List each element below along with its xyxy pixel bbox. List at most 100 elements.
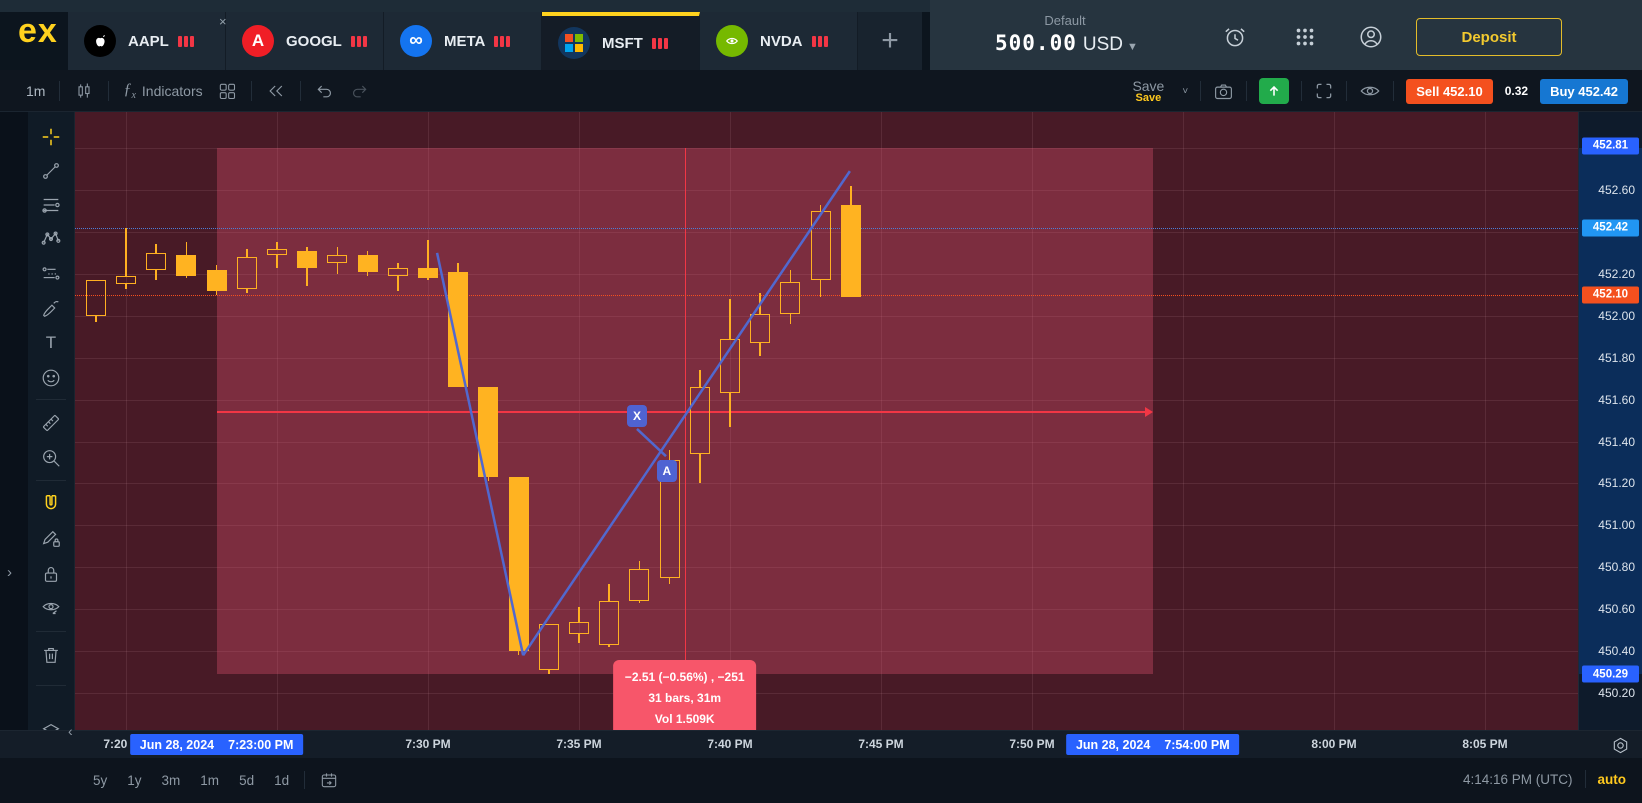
redo-icon[interactable] (349, 81, 369, 101)
divider (299, 81, 301, 101)
measure-volume-line: Vol 1.509K (654, 712, 715, 726)
badge-date: Jun 28, 2024 (1075, 737, 1151, 752)
emoji-icon[interactable] (28, 363, 74, 393)
account-currency: USD (1082, 34, 1123, 55)
alarm-clock-icon[interactable] (1222, 24, 1248, 50)
candle-wick (215, 290, 218, 295)
xabcd-pattern-icon[interactable] (28, 224, 74, 254)
price-tick-label: 450.20 (1598, 686, 1635, 701)
divider (36, 685, 66, 686)
undo-icon[interactable] (315, 81, 335, 101)
account-icon[interactable] (1358, 24, 1384, 50)
sell-button[interactable]: Sell 452.10 (1406, 78, 1493, 104)
divider (1246, 81, 1248, 101)
candle-wick (638, 600, 641, 603)
divider (36, 399, 66, 400)
price-up-button[interactable] (1259, 78, 1290, 104)
candle (176, 254, 197, 276)
tab-label: META (444, 32, 486, 50)
meta-icon: ∞ (400, 25, 432, 57)
draw-lock-icon[interactable] (28, 524, 74, 554)
text-icon[interactable]: T (45, 333, 57, 352)
candle-wick (578, 634, 580, 643)
candle-wick (668, 449, 671, 461)
lock-all-icon[interactable] (28, 559, 74, 589)
fullscreen-icon[interactable] (1314, 81, 1334, 101)
range-5d-button[interactable]: 5d (239, 772, 255, 788)
long-position-icon[interactable] (28, 258, 74, 288)
expand-panel-icon[interactable]: › (7, 564, 12, 581)
divider (1200, 81, 1202, 101)
hide-drawings-icon[interactable] (28, 593, 74, 623)
trend-line-icon[interactable] (28, 156, 74, 186)
zoom-in-icon[interactable] (28, 443, 74, 473)
candle (599, 600, 620, 645)
time-tick-label: 8:00 PM (1311, 737, 1357, 751)
candle-wick (155, 244, 157, 253)
timeframe-button[interactable]: 1m (26, 83, 46, 99)
tab-meta[interactable]: ∞ META (384, 12, 542, 70)
candle (478, 387, 499, 478)
range-1m-button[interactable]: 1m (200, 772, 220, 788)
time-tick-label: 8:05 PM (1462, 737, 1508, 751)
brush-icon[interactable] (28, 293, 74, 323)
apps-grid-icon[interactable] (1292, 24, 1318, 50)
buy-button[interactable]: Buy 452.42 (1540, 78, 1628, 104)
pattern-point-a-badge[interactable]: A (656, 459, 677, 482)
screenshot-camera-icon[interactable] (1213, 81, 1234, 102)
candle (538, 623, 559, 670)
ruler-icon[interactable] (28, 408, 74, 438)
chart-toolbar: 1m ƒx Indicators (0, 70, 1642, 112)
indicators-button[interactable]: ƒx Indicators (123, 80, 203, 102)
candle-wick (608, 644, 610, 647)
chevron-down-icon[interactable]: ˅ (1182, 85, 1189, 97)
save-label: Save (1132, 78, 1165, 94)
candle (206, 269, 227, 291)
crosshair-icon[interactable] (28, 122, 74, 152)
price-tick-label: 452.60 (1598, 183, 1635, 197)
range-1d-button[interactable]: 1d (274, 772, 290, 788)
auto-scale-button[interactable]: auto (1597, 771, 1627, 787)
price-chart[interactable]: X A −2.51 (−0.56%) , −251 31 bars, 31m Vol 1… (75, 112, 1578, 730)
candle-wick (759, 343, 761, 356)
rewind-icon[interactable] (266, 81, 286, 101)
measure-arrow-right-icon (1144, 407, 1153, 418)
tab-aapl[interactable]: AAPL (68, 12, 226, 70)
time-tick-label: 7:40 PM (707, 737, 753, 751)
utc-clock[interactable]: 4:14:16 PM (UTC) (1462, 771, 1573, 787)
candle (448, 271, 469, 387)
time-axis[interactable]: 7:20 PM 7:30 PM 7:35 PM 7:40 PM 7:45 PM 7:50 … (0, 730, 1642, 758)
save-button[interactable]: Save Save (1132, 78, 1164, 104)
tab-msft[interactable]: MSFT (542, 12, 700, 70)
range-1y-button[interactable]: 1y (127, 772, 142, 788)
candle (689, 387, 710, 455)
axis-settings-gear-icon[interactable] (1611, 736, 1630, 755)
collapse-panel-icon[interactable]: ‹ (68, 723, 73, 739)
remove-drawings-icon[interactable] (28, 640, 74, 670)
candle-wick (125, 227, 127, 276)
brand-logo[interactable]: ex (18, 12, 58, 50)
account-selector[interactable]: Default 500.00 USD ▼ (995, 13, 1138, 56)
visibility-eye-icon[interactable] (1359, 80, 1381, 102)
divider (36, 631, 66, 632)
fib-retracement-icon[interactable] (28, 190, 74, 220)
chart-style-icon[interactable] (74, 81, 94, 101)
tab-nvda[interactable]: NVDA (700, 12, 858, 70)
tab-close-icon[interactable]: × (219, 14, 227, 29)
magnet-icon[interactable] (28, 489, 74, 519)
price-tick-label: 451.20 (1598, 476, 1635, 491)
pattern-point-x-badge[interactable]: X (626, 405, 647, 428)
layout-grid-icon[interactable] (217, 81, 237, 101)
date-range-buttons: 5y 1y 3m 1m 5d 1d (88, 770, 339, 790)
candle-wick (185, 242, 188, 255)
add-asset-tab-button[interactable]: + (858, 12, 922, 70)
price-axis[interactable]: 452.81 452.60 452.42 452.20 452.10 452.00 451.… (1578, 112, 1642, 730)
tab-googl[interactable]: A GOOGL (226, 12, 384, 70)
range-5y-button[interactable]: 5y (93, 772, 108, 788)
go-to-date-icon[interactable] (319, 770, 339, 790)
deposit-button[interactable]: Deposit (1416, 18, 1562, 56)
divider (1346, 81, 1348, 101)
range-3m-button[interactable]: 3m (161, 772, 181, 788)
mini-chart-icon (651, 37, 668, 49)
